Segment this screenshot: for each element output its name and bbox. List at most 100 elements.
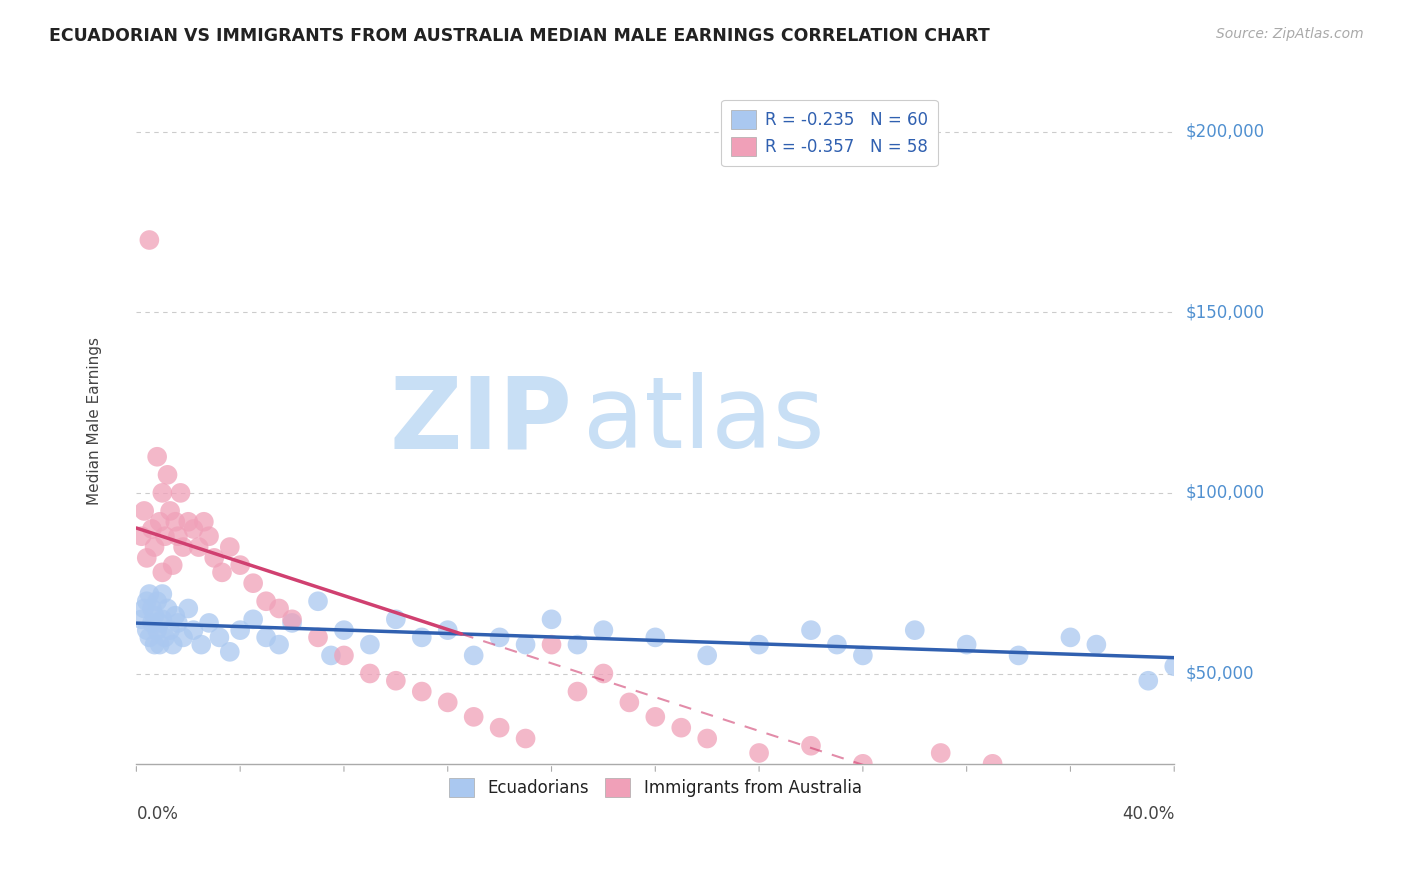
Point xyxy=(1085,775,1108,789)
Point xyxy=(159,623,181,637)
Point xyxy=(165,515,187,529)
Point xyxy=(172,540,194,554)
Point xyxy=(696,731,718,746)
Point xyxy=(267,601,290,615)
Point xyxy=(159,504,181,518)
Point xyxy=(800,623,823,637)
Text: 0.0%: 0.0% xyxy=(136,805,179,823)
Point xyxy=(904,767,927,781)
Point xyxy=(162,638,184,652)
Point xyxy=(143,608,166,623)
Point xyxy=(141,601,163,615)
Point xyxy=(852,648,875,663)
Point xyxy=(211,566,233,580)
Point xyxy=(592,666,614,681)
Point xyxy=(218,540,240,554)
Point xyxy=(515,731,537,746)
Point xyxy=(141,522,163,536)
Point xyxy=(134,504,156,518)
Point xyxy=(488,631,510,645)
Point xyxy=(149,615,172,630)
Point xyxy=(138,233,160,247)
Point xyxy=(619,695,641,709)
Text: Source: ZipAtlas.com: Source: ZipAtlas.com xyxy=(1216,27,1364,41)
Point xyxy=(146,594,169,608)
Point xyxy=(150,486,173,500)
Point xyxy=(138,587,160,601)
Text: ZIP: ZIP xyxy=(389,372,572,469)
Point xyxy=(141,615,163,630)
Point xyxy=(515,638,537,652)
Point xyxy=(567,638,589,652)
Point xyxy=(183,623,205,637)
Point xyxy=(696,648,718,663)
Point xyxy=(385,612,408,626)
Point xyxy=(463,710,485,724)
Point xyxy=(1163,659,1185,673)
Point xyxy=(463,648,485,663)
Point xyxy=(208,631,231,645)
Point xyxy=(177,601,200,615)
Point xyxy=(567,684,589,698)
Point xyxy=(1007,782,1029,797)
Point xyxy=(229,623,252,637)
Point xyxy=(198,615,221,630)
Point xyxy=(540,638,562,652)
Text: $100,000: $100,000 xyxy=(1185,483,1264,502)
Point xyxy=(904,623,927,637)
Point xyxy=(267,638,290,652)
Point xyxy=(146,623,169,637)
Point xyxy=(929,746,952,760)
Point xyxy=(359,666,381,681)
Point xyxy=(162,558,184,573)
Point xyxy=(229,558,252,573)
Point xyxy=(138,631,160,645)
Point xyxy=(190,638,212,652)
Point xyxy=(143,540,166,554)
Point xyxy=(169,486,191,500)
Point xyxy=(748,746,770,760)
Point xyxy=(131,612,153,626)
Point xyxy=(644,710,666,724)
Point xyxy=(134,601,156,615)
Point xyxy=(825,638,848,652)
Point xyxy=(149,638,172,652)
Point xyxy=(242,612,264,626)
Point xyxy=(333,648,356,663)
Point xyxy=(150,587,173,601)
Point xyxy=(385,673,408,688)
Text: Median Male Earnings: Median Male Earnings xyxy=(87,336,103,505)
Point xyxy=(198,529,221,543)
Point xyxy=(281,612,304,626)
Point xyxy=(150,566,173,580)
Point xyxy=(153,529,176,543)
Point xyxy=(852,756,875,771)
Point xyxy=(254,631,277,645)
Point xyxy=(135,623,157,637)
Point xyxy=(956,638,979,652)
Point xyxy=(242,576,264,591)
Point xyxy=(307,594,329,608)
Text: 40.0%: 40.0% xyxy=(1122,805,1174,823)
Point xyxy=(436,623,458,637)
Text: $50,000: $50,000 xyxy=(1185,665,1254,682)
Point xyxy=(956,775,979,789)
Point xyxy=(187,540,209,554)
Point xyxy=(488,721,510,735)
Point xyxy=(177,515,200,529)
Point xyxy=(1059,631,1081,645)
Point xyxy=(1007,648,1029,663)
Point xyxy=(644,631,666,645)
Point xyxy=(359,638,381,652)
Point xyxy=(1033,767,1056,781)
Point xyxy=(135,594,157,608)
Point xyxy=(172,631,194,645)
Point xyxy=(149,515,172,529)
Point xyxy=(436,695,458,709)
Text: atlas: atlas xyxy=(582,372,824,469)
Text: ECUADORIAN VS IMMIGRANTS FROM AUSTRALIA MEDIAN MALE EARNINGS CORRELATION CHART: ECUADORIAN VS IMMIGRANTS FROM AUSTRALIA … xyxy=(49,27,990,45)
Point xyxy=(411,684,433,698)
Point xyxy=(333,623,356,637)
Point xyxy=(1059,793,1081,807)
Point xyxy=(254,594,277,608)
